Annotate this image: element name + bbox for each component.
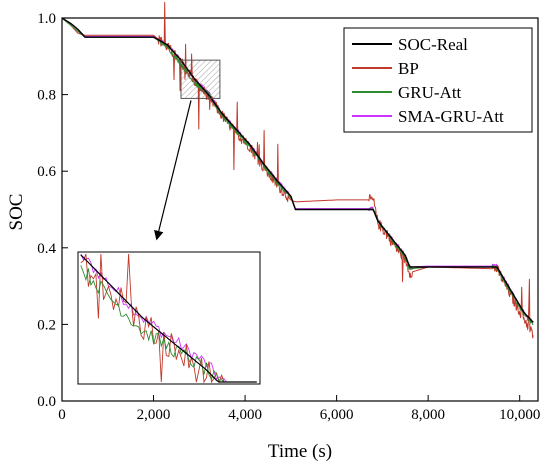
legend-label-sma-gru-att: SMA-GRU-Att xyxy=(398,107,504,126)
zoom-arrow xyxy=(154,100,192,241)
legend-label-bp: BP xyxy=(398,59,419,78)
series-layer xyxy=(61,1,534,339)
x-tick-label: 4,000 xyxy=(228,407,262,423)
y-tick-label: 0.6 xyxy=(37,164,56,180)
y-tick-label: 0.0 xyxy=(37,394,56,410)
series-line-sma-gru-att xyxy=(61,17,534,324)
y-tick-label: 0.2 xyxy=(37,317,56,333)
inset-series-layer xyxy=(80,253,257,384)
zoom-region-box xyxy=(180,59,221,99)
ticks-layer: 0 2,000 4,000 6,000 8,000 10,000 0.0 0.2 0.4 0.6 0… xyxy=(37,11,540,423)
y-tick-label: 1.0 xyxy=(37,11,56,27)
x-tick-label: 8,000 xyxy=(411,407,445,423)
y-tick-label: 0.4 xyxy=(37,241,56,257)
legend-label-soc-real: SOC-Real xyxy=(398,35,468,54)
x-tick-label: 0 xyxy=(58,407,66,423)
x-tick-label: 10,000 xyxy=(499,407,540,423)
y-tick-label: 0.8 xyxy=(37,88,56,104)
series-line-soc-real xyxy=(61,17,534,323)
inset-line-soc-real xyxy=(80,254,257,383)
x-axis-label: Time (s) xyxy=(268,441,332,462)
inset-frame xyxy=(77,251,261,385)
legend-box xyxy=(343,27,533,133)
legend: SOC-Real BP GRU-Att SMA-GRU-Att xyxy=(343,27,533,133)
x-tick-label: 6,000 xyxy=(320,407,354,423)
x-tick-label: 2,000 xyxy=(137,407,171,423)
inset-zoom-panel xyxy=(77,251,261,385)
plot-frame xyxy=(61,17,539,402)
legend-label-gru-att: GRU-Att xyxy=(398,83,462,102)
y-axis-label: SOC xyxy=(6,194,27,231)
